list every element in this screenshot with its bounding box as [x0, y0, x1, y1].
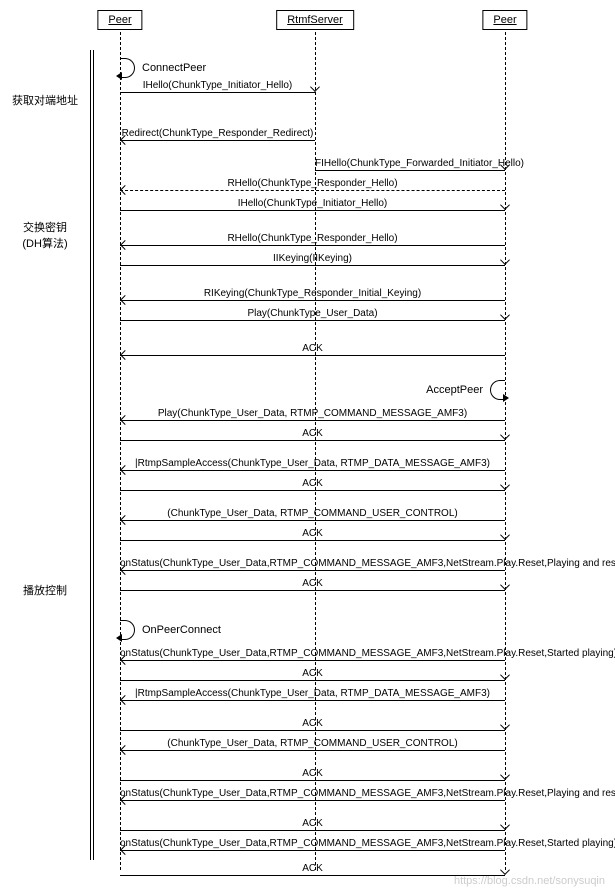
message-label: onStatus(ChunkType_User_Data,RTMP_COMMAN…	[120, 788, 505, 799]
message-arrow: Play(ChunkType_User_Data, RTMP_COMMAND_M…	[120, 410, 505, 424]
phase-line	[90, 320, 94, 860]
message-arrow: RHello(ChunkType_Responder_Hello)	[120, 235, 505, 249]
message-label: RHello(ChunkType_Responder_Hello)	[120, 233, 505, 244]
message-arrow: ACK	[120, 670, 505, 684]
message-arrow: IHello(ChunkType_Initiator_Hello)	[120, 200, 505, 214]
message-label: ACK	[120, 528, 505, 539]
message-label: Play(ChunkType_User_Data, RTMP_COMMAND_M…	[120, 408, 505, 419]
message-arrow: ACK	[120, 720, 505, 734]
participant-peer_left: Peer	[97, 10, 142, 30]
message-label: (ChunkType_User_Data, RTMP_COMMAND_USER_…	[120, 738, 505, 749]
message-arrow: IHello(ChunkType_Initiator_Hello)	[120, 82, 315, 96]
message-arrow: ACK	[120, 770, 505, 784]
sequence-diagram: Peer RtmfServer Peer 获取对端地址交换密钥(DH算法) 播放控制 Co…	[10, 10, 605, 879]
message-arrow: ACK	[120, 480, 505, 494]
message-label: RHello(ChunkType_Responder_Hello)	[120, 178, 505, 189]
phase-line	[90, 150, 94, 320]
message-arrow: Redirect(ChunkType_Responder_Redirect)	[120, 130, 315, 144]
message-arrow: onStatus(ChunkType_User_Data,RTMP_COMMAN…	[120, 790, 505, 804]
message-arrow: onStatus(ChunkType_User_Data,RTMP_COMMAN…	[120, 650, 505, 664]
message-arrow: RHello(ChunkType_Responder_Hello)	[120, 180, 505, 194]
message-arrow: onStatus(ChunkType_User_Data,RTMP_COMMAN…	[120, 560, 505, 574]
message-arrow: RIKeying(ChunkType_Responder_Initial_Key…	[120, 290, 505, 304]
message-label: Play(ChunkType_User_Data)	[120, 308, 505, 319]
message-arrow: FIHello(ChunkType_Forwarded_Initiator_He…	[315, 160, 505, 174]
message-arrow: ACK	[120, 345, 505, 359]
message-label: ACK	[120, 768, 505, 779]
self-call: ConnectPeer	[120, 58, 134, 78]
message-label: onStatus(ChunkType_User_Data,RTMP_COMMAN…	[120, 558, 505, 569]
message-arrow: |RtmpSampleAccess(ChunkType_User_Data, R…	[120, 690, 505, 704]
message-label: IIKeying(IIKeying)	[120, 253, 505, 264]
phase-label: 交换密钥(DH算法)	[10, 219, 80, 251]
message-label: ACK	[120, 863, 505, 874]
message-arrow: Play(ChunkType_User_Data)	[120, 310, 505, 324]
message-arrow: ACK	[120, 580, 505, 594]
message-label: ACK	[120, 718, 505, 729]
message-label: ACK	[120, 428, 505, 439]
message-label: |RtmpSampleAccess(ChunkType_User_Data, R…	[120, 458, 505, 469]
message-label: onStatus(ChunkType_User_Data,RTMP_COMMAN…	[120, 648, 505, 659]
message-label: onStatus(ChunkType_User_Data,RTMP_COMMAN…	[120, 838, 505, 849]
message-label: Redirect(ChunkType_Responder_Redirect)	[120, 128, 315, 139]
phase-label: 获取对端地址	[10, 92, 80, 108]
message-arrow: ACK	[120, 430, 505, 444]
message-label: ACK	[120, 578, 505, 589]
message-arrow: IIKeying(IIKeying)	[120, 255, 505, 269]
message-label: (ChunkType_User_Data, RTMP_COMMAND_USER_…	[120, 508, 505, 519]
message-arrow: ACK	[120, 530, 505, 544]
message-arrow: |RtmpSampleAccess(ChunkType_User_Data, R…	[120, 460, 505, 474]
self-call-label: ConnectPeer	[142, 62, 206, 74]
message-arrow: onStatus(ChunkType_User_Data,RTMP_COMMAN…	[120, 840, 505, 854]
participant-peer_right: Peer	[482, 10, 527, 30]
message-label: ACK	[120, 668, 505, 679]
message-label: RIKeying(ChunkType_Responder_Initial_Key…	[120, 288, 505, 299]
message-label: ACK	[120, 343, 505, 354]
self-call-label: OnPeerConnect	[142, 624, 221, 636]
message-label: ACK	[120, 818, 505, 829]
self-call-label: AcceptPeer	[426, 384, 483, 396]
message-label: ACK	[120, 478, 505, 489]
participant-server: RtmfServer	[276, 10, 354, 30]
phase-line	[90, 50, 94, 150]
message-arrow: (ChunkType_User_Data, RTMP_COMMAND_USER_…	[120, 510, 505, 524]
self-call: AcceptPeer	[491, 380, 505, 400]
message-label: IHello(ChunkType_Initiator_Hello)	[120, 198, 505, 209]
phase-label: 播放控制	[10, 582, 80, 598]
self-call: OnPeerConnect	[120, 620, 134, 640]
message-arrow: ACK	[120, 865, 505, 879]
message-arrow: ACK	[120, 820, 505, 834]
message-label: FIHello(ChunkType_Forwarded_Initiator_He…	[315, 158, 505, 169]
message-arrow: (ChunkType_User_Data, RTMP_COMMAND_USER_…	[120, 740, 505, 754]
message-label: IHello(ChunkType_Initiator_Hello)	[120, 80, 315, 91]
message-label: |RtmpSampleAccess(ChunkType_User_Data, R…	[120, 688, 505, 699]
